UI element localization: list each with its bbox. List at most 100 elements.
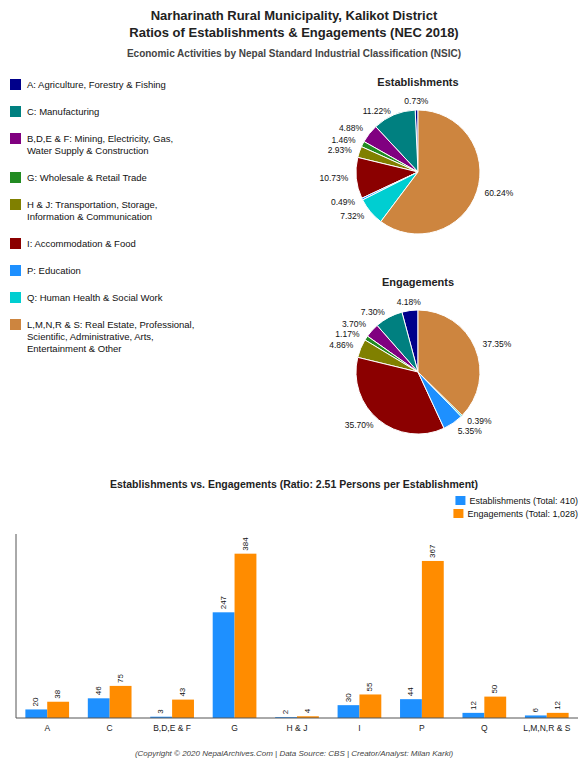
x-tick-label: C bbox=[107, 723, 113, 733]
pie-title: Establishments bbox=[377, 76, 458, 88]
x-tick-label: P bbox=[419, 723, 425, 733]
legend-swatch bbox=[10, 238, 21, 249]
footer-note: (Copyright © 2020 NepalArchives.Com | Da… bbox=[135, 749, 454, 758]
legend-swatch bbox=[455, 496, 465, 505]
legend-entry: P: Education bbox=[27, 265, 81, 276]
bar bbox=[338, 705, 360, 718]
x-tick-label: A bbox=[44, 723, 50, 733]
pie-title: Engagements bbox=[382, 276, 454, 288]
bar-data-label: 38 bbox=[53, 689, 62, 698]
pie-data-label: 7.32% bbox=[340, 211, 365, 221]
bar-title: Establishments vs. Engagements (Ratio: 2… bbox=[110, 478, 478, 490]
bar-data-label: 55 bbox=[365, 682, 374, 691]
pie-data-label: 1.17% bbox=[335, 329, 360, 339]
bar bbox=[400, 699, 422, 718]
pie-data-label: 11.22% bbox=[363, 106, 392, 116]
bar bbox=[422, 561, 444, 718]
legend-swatch bbox=[10, 265, 21, 276]
bar-data-label: 3 bbox=[156, 709, 165, 714]
bar bbox=[484, 697, 506, 718]
bar-chart: Establishments vs. Engagements (Ratio: 2… bbox=[16, 478, 578, 733]
pie-chart: Establishments 0.73% 11.22% 4.88% 1.46%2.93%… bbox=[320, 76, 514, 234]
pie-data-label: 2.93% bbox=[328, 145, 353, 155]
bar-data-label: 247 bbox=[219, 595, 228, 609]
x-tick-label: Q bbox=[481, 723, 488, 733]
x-tick-label: B,D,E & F bbox=[153, 723, 191, 733]
legend-entry: Q: Human Health & Social Work bbox=[27, 292, 163, 303]
bar-data-label: 12 bbox=[469, 700, 478, 709]
legend-swatch bbox=[10, 199, 21, 210]
legend-swatch bbox=[10, 172, 21, 183]
x-tick-label: I bbox=[358, 723, 360, 733]
bar-data-label: 6 bbox=[531, 707, 540, 712]
bar bbox=[25, 709, 47, 718]
bar-data-label: 30 bbox=[344, 693, 353, 702]
page-subtitle: Economic Activities by Nepal Standard In… bbox=[127, 48, 461, 59]
pie-data-label: 0.39% bbox=[467, 416, 492, 426]
legend-entry: G: Wholesale & Retail Trade bbox=[27, 172, 147, 183]
bar bbox=[547, 713, 569, 718]
bar bbox=[110, 686, 132, 718]
bar bbox=[359, 694, 381, 718]
pie-data-label: 0.73% bbox=[404, 96, 429, 106]
pie-data-label: 3.70% bbox=[342, 319, 367, 329]
pie-data-label: 10.73% bbox=[320, 173, 349, 183]
legend-swatch bbox=[10, 319, 21, 330]
bar-data-label: 12 bbox=[553, 700, 562, 709]
legend-entry: A: Agriculture, Forestry & Fishing bbox=[27, 79, 166, 90]
pie-data-label: 4.86% bbox=[329, 340, 354, 350]
pie-data-label: 35.70% bbox=[345, 420, 374, 430]
pie-data-label: 60.24% bbox=[484, 188, 513, 198]
bar-legend: Establishments (Total: 410) Engagements (… bbox=[453, 496, 578, 519]
pie-slice bbox=[418, 310, 480, 415]
legend-entry: C: Manufacturing bbox=[27, 106, 99, 117]
pie-data-label: 4.18% bbox=[397, 297, 422, 307]
y-axis-line bbox=[16, 534, 17, 718]
bar-data-label: 75 bbox=[116, 673, 125, 682]
bar-data-label: 4 bbox=[303, 708, 312, 713]
x-tick-label: G bbox=[231, 723, 238, 733]
x-tick-label: L,M,N,R & S bbox=[523, 723, 571, 733]
bar bbox=[88, 698, 110, 718]
bar-data-label: 43 bbox=[178, 687, 187, 696]
pie-data-label: 0.49% bbox=[331, 197, 356, 207]
background bbox=[0, 0, 588, 768]
bar bbox=[235, 554, 257, 718]
legend-entry: L,M,N,R & S: Real Estate, Professional,S… bbox=[27, 319, 194, 354]
pie-legend: A: Agriculture, Forestry & Fishing C: Man… bbox=[10, 79, 194, 354]
legend-swatch bbox=[10, 292, 21, 303]
bar bbox=[172, 700, 194, 718]
legend-swatch bbox=[10, 133, 21, 144]
bar-data-label: 367 bbox=[428, 544, 437, 558]
legend-swatch bbox=[10, 106, 21, 117]
x-axis-line bbox=[16, 718, 578, 719]
bar bbox=[47, 702, 69, 718]
page-title: Narharinath Rural Municipality, Kalikot … bbox=[151, 8, 438, 23]
legend-entry: Engagements (Total: 1,028) bbox=[467, 509, 578, 519]
legend-entry: I: Accommodation & Food bbox=[27, 238, 136, 249]
pie-data-label: 7.30% bbox=[361, 307, 386, 317]
legend-entry: H & J: Transportation, Storage,Informati… bbox=[27, 199, 157, 222]
x-tick-label: H & J bbox=[287, 723, 308, 733]
chart-root: Narharinath Rural Municipality, Kalikot … bbox=[0, 0, 588, 768]
pie-data-label: 1.46% bbox=[331, 135, 356, 145]
bar-marks bbox=[25, 554, 568, 718]
bar-data-label: 46 bbox=[94, 686, 103, 695]
bar-data-label: 384 bbox=[241, 537, 250, 551]
legend-entry: Establishments (Total: 410) bbox=[469, 496, 578, 506]
pie-slice bbox=[381, 110, 480, 234]
bar-data-label: 44 bbox=[406, 687, 415, 696]
pie-data-label: 5.35% bbox=[458, 426, 483, 436]
legend-swatch bbox=[453, 509, 463, 518]
bar-data-label: 2 bbox=[281, 709, 290, 714]
bar-data-labels: 20 46 3 247 2 30 44 12 6 38 75 43 384 4 55 367 50 12 bbox=[31, 537, 561, 714]
legend-entry: B,D,E & F: Mining, Electricity, Gas,Wate… bbox=[27, 133, 173, 156]
legend-swatch bbox=[10, 79, 21, 90]
bar bbox=[213, 612, 235, 718]
bar bbox=[462, 713, 484, 718]
bar-data-label: 50 bbox=[490, 684, 499, 693]
pie-data-label: 37.35% bbox=[483, 339, 512, 349]
bar-data-label: 20 bbox=[31, 697, 40, 706]
page-title: Ratios of Establishments & Engagements (… bbox=[129, 25, 458, 40]
pie-data-label: 4.88% bbox=[339, 123, 364, 133]
